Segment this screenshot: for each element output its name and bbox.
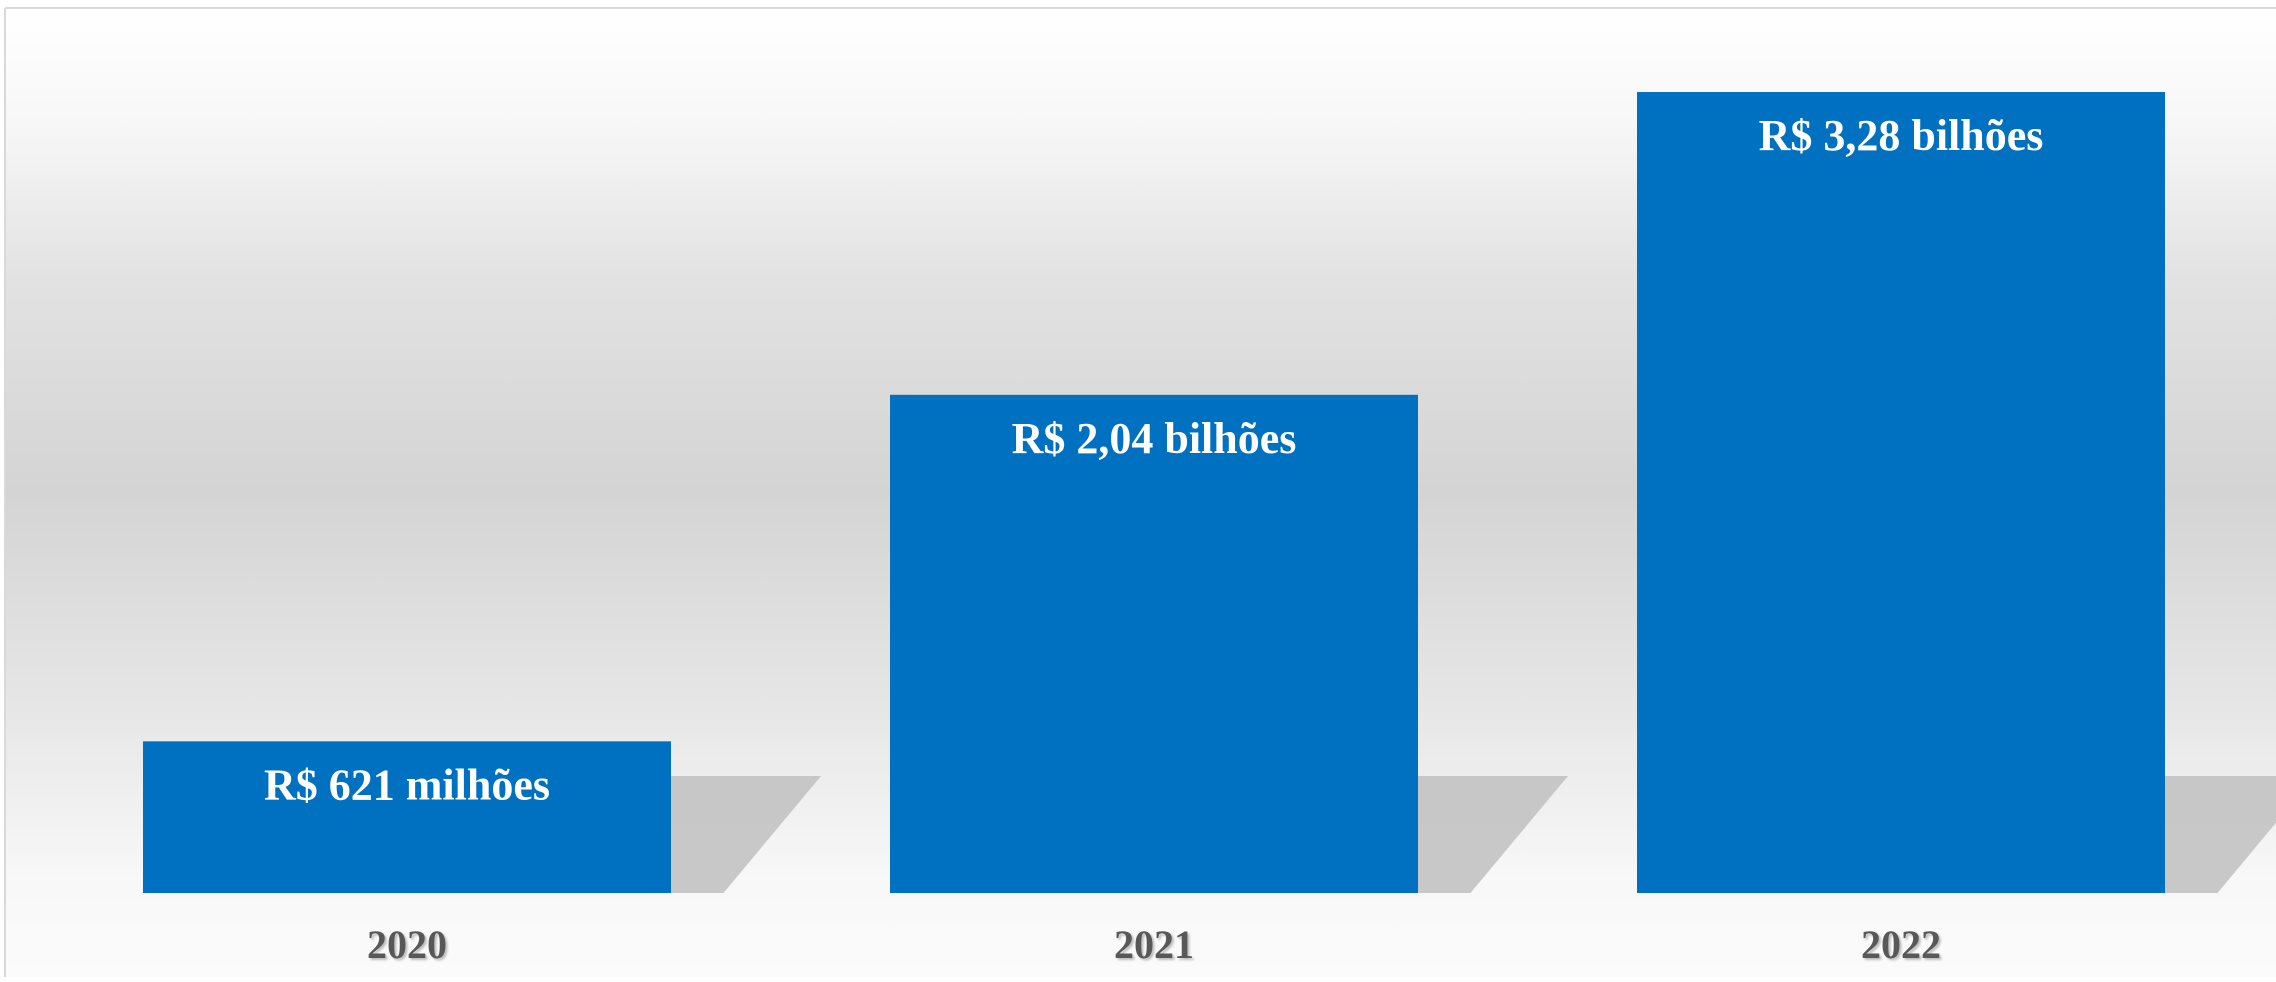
bar-shadow-2021 — [1418, 776, 1568, 893]
bar-2021 — [890, 394, 1418, 893]
bar-shadows — [671, 776, 2276, 893]
x-tick-label-2021: 2021 — [1114, 922, 1194, 967]
x-axis-labels: 2020 2021 2022 — [367, 922, 1941, 967]
data-label-2021: R$ 2,04 bilhões — [1012, 414, 1297, 463]
bars — [143, 92, 2165, 893]
data-label-2020: R$ 621 milhões — [264, 760, 550, 809]
bar-shadow-2022 — [2165, 776, 2276, 893]
bar-shadow-2020 — [671, 776, 821, 893]
bar-2022 — [1637, 92, 2165, 893]
data-label-2022: R$ 3,28 bilhões — [1759, 111, 2044, 160]
bar-2020 — [143, 741, 671, 893]
x-tick-label-2022: 2022 — [1861, 922, 1941, 967]
x-tick-label-2020: 2020 — [367, 922, 447, 967]
data-labels: R$ 621 milhões R$ 2,04 bilhões R$ 3,28 bil… — [264, 111, 2043, 809]
